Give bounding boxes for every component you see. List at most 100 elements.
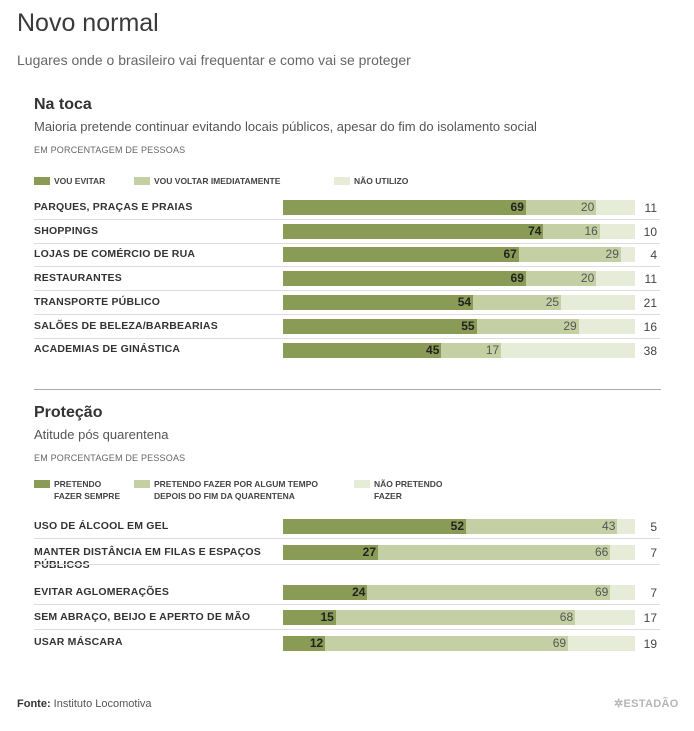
category-label: ACADEMIAS DE GINÁSTICA: [34, 343, 181, 355]
bar-segment: [283, 545, 379, 560]
stacked-bar: 54 25: [283, 295, 635, 310]
bar-segment: [578, 319, 635, 334]
data-label: 69: [595, 585, 609, 599]
bar-segment: [476, 319, 579, 334]
data-label: 7: [650, 586, 657, 600]
bar-segment: [367, 585, 611, 600]
section-subtitle-protecao: Atitude pós quarentena: [34, 427, 169, 442]
bar-segment: [466, 519, 618, 534]
bar-segment: [575, 610, 635, 625]
data-label: 54: [457, 295, 472, 309]
data-label: 19: [643, 637, 657, 651]
stacked-bar: 27 66: [283, 545, 635, 560]
source-text: Instituto Locomotiva: [53, 698, 152, 710]
stacked-bar: 24 69: [283, 585, 635, 600]
data-label: 69: [552, 636, 567, 650]
bar-segment: [543, 224, 600, 239]
data-label: 69: [510, 271, 524, 285]
stacked-bar: 52 43: [283, 519, 635, 534]
stacked-bar: 15 68: [283, 610, 635, 625]
bar-segment: [283, 585, 368, 600]
data-label: 43: [602, 519, 616, 533]
unit-label: EM PORCENTAGEM DE PESSOAS: [34, 145, 186, 155]
bar-segment: [561, 295, 635, 310]
legend-swatch: [34, 177, 50, 185]
category-label: RESTAURANTES: [34, 272, 122, 284]
data-label: 12: [309, 636, 324, 650]
stacked-bar: 69 20: [283, 200, 635, 215]
data-label: 15: [320, 610, 334, 624]
category-label: USAR MÁSCARA: [34, 636, 123, 648]
row-divider: [34, 266, 660, 267]
category-label: PARQUES, PRAÇAS E PRAIAS: [34, 201, 193, 213]
bar-segment: [596, 271, 635, 286]
data-label: 16: [643, 320, 657, 334]
legend-item: PRETENDO FAZER POR ALGUM TEMPO DEPOIS DO…: [134, 478, 318, 502]
row-divider: [34, 338, 660, 339]
bar-segment: [378, 545, 611, 560]
bar-segment: [568, 636, 635, 651]
bar-segment: [283, 610, 336, 625]
data-label: 55: [461, 319, 475, 333]
brand-name: ESTADÃO: [623, 698, 679, 710]
legend-label: VOU VOLTAR IMEDIATAMENTE: [154, 176, 281, 186]
legend-swatch: [334, 177, 350, 185]
bar-segment: [441, 343, 502, 358]
legend-item: NÃO PRETENDO FAZER: [354, 478, 442, 502]
legend-swatch: [134, 480, 150, 488]
bar-segment: [283, 200, 526, 215]
source-note: Fonte: Instituto Locomotiva: [17, 698, 152, 710]
data-label: 16: [584, 224, 598, 238]
category-label: EVITAR AGLOMERAÇÕES: [34, 586, 170, 598]
bar-segment: [283, 519, 467, 534]
data-label: 17: [643, 611, 657, 625]
category-label: SALÕES DE BELEZA/BARBEARIAS: [34, 320, 218, 332]
data-label: 45: [426, 343, 440, 357]
bar-segment: [283, 224, 544, 239]
category-label: TRANSPORTE PÚBLICO: [34, 296, 161, 308]
brand-icon: ✲: [614, 698, 624, 710]
legend-label: NÃO UTILIZO: [354, 176, 409, 186]
bar-segment: [617, 519, 635, 534]
data-label: 68: [559, 610, 574, 624]
bar-segment: [596, 200, 635, 215]
data-label: 67: [503, 247, 517, 261]
category-label: SHOPPINGS: [34, 225, 99, 237]
legend-label: PRETENDO FAZER POR ALGUM TEMPO DEPOIS DO…: [154, 479, 319, 501]
bar-segment: [525, 271, 597, 286]
legend-item: PRETENDO FAZER SEMPRE: [34, 478, 120, 502]
legend-swatch: [34, 480, 50, 488]
data-label: 69: [510, 200, 524, 214]
data-label: 25: [545, 295, 560, 309]
stacked-bar: 45 17: [283, 343, 635, 358]
bar-segment: [620, 247, 635, 262]
row-divider: [34, 243, 660, 244]
data-label: 20: [580, 271, 595, 285]
data-label: 10: [643, 225, 657, 239]
bar-segment: [518, 247, 621, 262]
source-label: Fonte:: [17, 698, 51, 710]
bar-segment: [283, 636, 326, 651]
category-label: MANTER DISTÂNCIA EM FILAS E ESPAÇOS PÚBL…: [34, 546, 261, 571]
row-divider: [34, 604, 660, 605]
stacked-bar: 74 16: [283, 224, 635, 239]
category-label: USO DE ÁLCOOL EM GEL: [34, 520, 169, 532]
legend-swatch: [134, 177, 150, 185]
row-divider: [34, 629, 660, 630]
data-label: 4: [650, 248, 657, 262]
legend-label: PRETENDO FAZER SEMPRE: [54, 479, 121, 501]
data-label: 17: [485, 343, 500, 357]
bar-segment: [283, 271, 526, 286]
row-divider: [34, 314, 660, 315]
bar-segment: [335, 610, 576, 625]
section-title-protecao: Proteção: [34, 404, 103, 421]
legend-item: NÃO UTILIZO: [334, 175, 408, 187]
legend-item: VOU VOLTAR IMEDIATAMENTE: [134, 175, 280, 187]
category-label: LOJAS DE COMÉRCIO DE RUA: [34, 248, 196, 260]
legend-swatch: [354, 480, 370, 488]
bar-segment: [283, 319, 477, 334]
stacked-bar: 67 29: [283, 247, 635, 262]
row-divider: [34, 219, 660, 220]
data-label: 52: [450, 519, 465, 533]
page-title: Novo normal: [17, 9, 159, 37]
